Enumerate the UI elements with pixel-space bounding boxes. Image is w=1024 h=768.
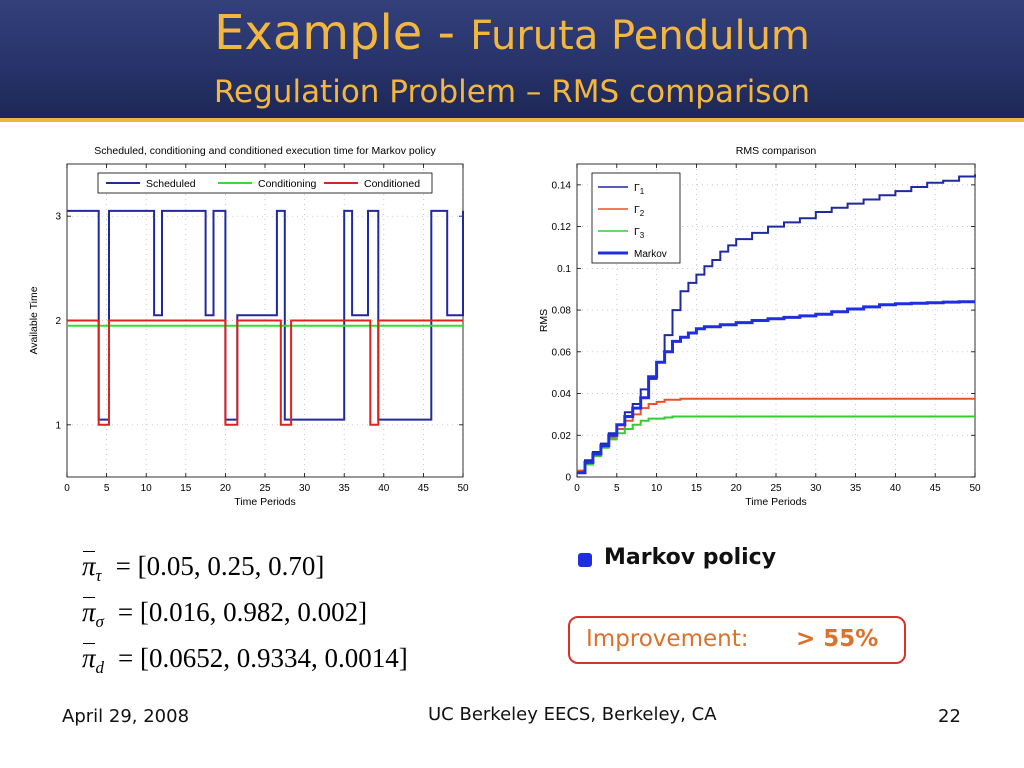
y-tick-label: 2 bbox=[55, 316, 61, 327]
series-line-γ3 bbox=[577, 415, 975, 474]
chart-title: RMS comparison bbox=[736, 145, 817, 157]
x-tick-label: 50 bbox=[969, 483, 981, 494]
eq-symbol: π bbox=[82, 597, 96, 627]
eq-subscript: d bbox=[95, 658, 105, 677]
x-tick-label: 0 bbox=[64, 483, 70, 494]
improvement-value: > 55% bbox=[796, 626, 879, 652]
x-tick-label: 40 bbox=[890, 483, 902, 494]
left-chart: 0 5 10 15 20 25 30 35 40 45 50 1 2 3 Scheduled, condit… bbox=[28, 145, 469, 508]
improvement-box bbox=[568, 616, 906, 664]
eq-value: = [0.0652, 0.9334, 0.0014] bbox=[118, 643, 408, 673]
footer-center: UC Berkeley EECS, Berkeley, CA bbox=[428, 704, 717, 725]
x-tick-label: 0 bbox=[574, 483, 580, 494]
x-tick-label: 5 bbox=[614, 483, 620, 494]
header-bar bbox=[0, 0, 1024, 118]
improvement-label: Improvement: bbox=[586, 626, 749, 652]
slide-title: Example - Furuta Pendulum bbox=[0, 6, 1024, 63]
eq-subscript: τ bbox=[95, 566, 102, 585]
y-axis-label: Available Time bbox=[28, 286, 40, 354]
y-tick-label: 0.02 bbox=[552, 431, 572, 442]
x-tick-label: 15 bbox=[691, 483, 703, 494]
legend-label: Γ3 bbox=[634, 226, 645, 240]
y-tick-label: 0.06 bbox=[552, 347, 572, 358]
title-main: Example - bbox=[214, 5, 471, 61]
y-tick-label: 0.08 bbox=[552, 306, 572, 317]
y-tick-label: 0.04 bbox=[552, 389, 572, 400]
legend-label: Markov bbox=[634, 249, 667, 260]
x-tick-label: 10 bbox=[651, 483, 663, 494]
footer-date: April 29, 2008 bbox=[62, 706, 190, 727]
x-tick-label: 5 bbox=[104, 483, 110, 494]
eq-value: = [0.05, 0.25, 0.70] bbox=[115, 551, 325, 581]
series-line-conditioned bbox=[67, 319, 463, 426]
chart-title: Scheduled, conditioning and conditioned … bbox=[94, 145, 436, 157]
y-tick-label: 0.12 bbox=[552, 222, 572, 233]
x-tick-label: 45 bbox=[930, 483, 942, 494]
legend-box bbox=[97, 172, 433, 194]
legend-label: Conditioning bbox=[258, 178, 317, 190]
legend-label: Γ1 bbox=[634, 182, 645, 196]
y-tick-label: 0.14 bbox=[552, 180, 572, 191]
x-tick-label: 20 bbox=[220, 483, 232, 494]
bullet-text: Markov policy bbox=[604, 545, 777, 570]
x-tick-label: 25 bbox=[259, 483, 271, 494]
header-rule bbox=[0, 118, 1024, 122]
right-chart: 0 5 10 15 20 25 30 35 40 45 50 0 0.02 0.04 0.06 0.08 0.1… bbox=[538, 145, 981, 508]
bullet-square-icon bbox=[578, 553, 592, 567]
x-tick-label: 10 bbox=[141, 483, 153, 494]
y-tick-label: 0 bbox=[565, 473, 571, 484]
x-axis-label: Time Periods bbox=[234, 496, 295, 508]
x-tick-label: 40 bbox=[378, 483, 390, 494]
legend-label: Scheduled bbox=[146, 178, 196, 190]
legend-label: Γ2 bbox=[634, 204, 645, 218]
title-rest: Furuta Pendulum bbox=[470, 13, 810, 59]
x-tick-label: 45 bbox=[418, 483, 430, 494]
series-line-scheduled bbox=[67, 209, 464, 421]
equation-pi-d: πd = [0.0652, 0.9334, 0.0014] bbox=[82, 642, 408, 684]
eq-symbol: π bbox=[82, 643, 96, 673]
slide-subtitle: Regulation Problem – RMS comparison bbox=[213, 74, 811, 110]
y-axis-label: RMS bbox=[538, 309, 550, 332]
eq-value: = [0.016, 0.982, 0.002] bbox=[117, 597, 368, 627]
y-tick-label: 1 bbox=[55, 420, 61, 431]
x-axis-label: Time Periods bbox=[745, 496, 806, 508]
eq-subscript: σ bbox=[95, 612, 104, 631]
y-tick-label: 3 bbox=[55, 212, 61, 223]
footer-page-number: 22 bbox=[938, 706, 961, 727]
eq-symbol: π bbox=[82, 551, 96, 581]
legend-label: Conditioned bbox=[364, 178, 420, 190]
x-tick-label: 30 bbox=[299, 483, 311, 494]
x-tick-label: 25 bbox=[770, 483, 782, 494]
x-tick-label: 50 bbox=[457, 483, 469, 494]
x-tick-label: 15 bbox=[180, 483, 192, 494]
equation-pi-sigma: πσ = [0.016, 0.982, 0.002] bbox=[82, 596, 367, 638]
series-line-markov bbox=[577, 300, 975, 475]
x-tick-label: 30 bbox=[810, 483, 822, 494]
equation-pi-tau: πτ = [0.05, 0.25, 0.70] bbox=[82, 550, 324, 592]
x-tick-label: 35 bbox=[850, 483, 862, 494]
x-tick-label: 20 bbox=[731, 483, 743, 494]
x-tick-label: 35 bbox=[339, 483, 351, 494]
legend-box bbox=[591, 172, 681, 264]
y-tick-label: 0.1 bbox=[557, 264, 571, 275]
